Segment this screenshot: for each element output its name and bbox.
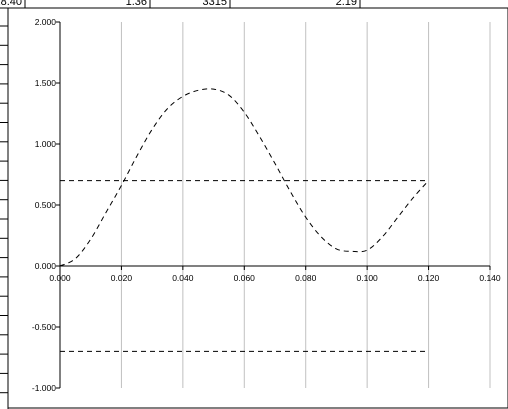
spreadsheet-top-row: 18.40 1.36 3315 2.19 bbox=[0, 0, 361, 9]
y-tick-label: -0.500 bbox=[32, 322, 56, 332]
series-group bbox=[59, 88, 429, 352]
x-tick-label: 0.120 bbox=[418, 273, 440, 283]
spreadsheet-row-gutter bbox=[0, 8, 9, 409]
axes bbox=[56, 21, 491, 389]
x-tick-label: 0.020 bbox=[111, 273, 133, 283]
cell-value: 1.36 bbox=[126, 0, 147, 8]
x-tick-label: 0.060 bbox=[234, 273, 256, 283]
cell-value: 3315 bbox=[203, 0, 227, 8]
x-tick-label: 0.040 bbox=[172, 273, 194, 283]
y-tick-labels: 2.000 1.500 1.000 0.500 0.000 -0.500 -1.000 bbox=[32, 17, 56, 393]
cell-value: 18.40 bbox=[0, 0, 22, 8]
y-tick-label: 1.000 bbox=[35, 139, 57, 149]
y-tick-label: 1.500 bbox=[35, 78, 57, 88]
y-tick-label: 0.000 bbox=[35, 261, 57, 271]
y-tick-label: 0.500 bbox=[35, 200, 57, 210]
cell-value: 2.19 bbox=[336, 0, 357, 8]
x-tick-label: 0.000 bbox=[49, 273, 71, 283]
series-line-0 bbox=[59, 88, 429, 267]
x-tick-label: 0.080 bbox=[295, 273, 317, 283]
chart-area[interactable] bbox=[7, 7, 508, 409]
x-tick-labels: 0.000 0.020 0.040 0.060 0.080 0.100 0.120 0.140 bbox=[49, 273, 501, 283]
x-tick-label: 0.140 bbox=[479, 273, 501, 283]
x-tick-label: 0.100 bbox=[357, 273, 379, 283]
y-tick-label: -1.000 bbox=[32, 383, 56, 393]
y-tick-label: 2.000 bbox=[35, 17, 57, 27]
